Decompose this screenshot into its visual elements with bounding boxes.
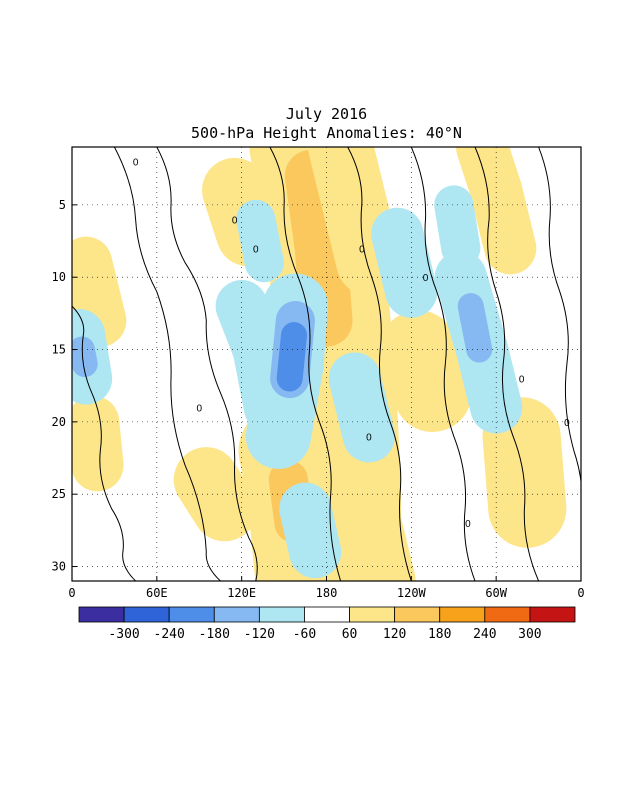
negative-anomaly-band [434,185,481,268]
contour-label: 0 [564,418,570,429]
colorbar-label: 120 [383,627,406,642]
x-tick-label: 120W [397,586,427,600]
zero-contours: 0 0 0 0 0 0 0 0 0 0 [72,147,581,581]
positive-anomaly-band [379,310,472,432]
colorbar-swatch [168,606,215,623]
positive-anomaly-band [72,395,124,492]
zero-contour-line [156,147,258,581]
x-tick-label: 0 [577,586,584,600]
zero-contour-line [538,147,581,524]
contour-label: 0 [519,374,525,385]
y-tick-label: 30 [52,560,66,574]
contour-label: 0 [465,519,471,530]
x-tick-label: 120E [227,586,256,600]
colorbar-swatch [304,606,350,623]
negative-anomaly-band [457,293,493,363]
positive-anomaly-band [329,461,416,581]
positive-anomaly-band [308,147,402,296]
x-tick-label: 60E [146,586,168,600]
axis-ticks: 0 60E 120E 180 120W 60W 0 5 10 15 20 25 30 [52,198,585,600]
zero-contour-line [269,147,342,581]
colorbar-swatch [78,606,125,623]
positive-anomaly-band [72,236,127,347]
colorbar-label: -300 [108,627,139,642]
colorbar-label: 180 [428,627,451,642]
colorbar-swatch [349,606,396,623]
colorbar-label: -240 [154,627,185,642]
colorbar-swatch [123,606,170,623]
negative-anomaly-band [328,352,395,463]
zero-contour-line [474,147,540,581]
y-tick-label: 15 [52,343,66,357]
contour-label: 0 [232,215,238,226]
contour-label: 0 [253,244,259,255]
zero-contour-line [72,305,136,581]
zero-contour-line [347,147,412,581]
x-tick-label: 60W [485,586,507,600]
negative-anomaly-band [276,322,307,392]
contour-label: 0 [359,244,365,255]
contour-label: 0 [196,403,202,414]
negative-anomaly-band [236,199,284,283]
contour-label: 0 [366,432,372,443]
y-tick-label: 20 [52,415,66,429]
colorbar-label: 240 [473,627,496,642]
negative-anomaly-band [279,482,342,579]
colorbar-label: -120 [244,627,275,642]
positive-anomaly-band [173,447,258,542]
y-tick-label: 10 [52,270,66,284]
colorbar-swatch [439,606,486,623]
colorbar-label: 60 [342,627,358,642]
colorbar-swatch [213,606,260,623]
contour-label: 0 [423,273,429,284]
zero-contour-line [113,147,221,581]
chart-subtitle: 500-hPa Height Anomalies: 40°N [191,124,462,142]
colorbar-swatch [258,606,305,623]
anomaly-shading [72,147,567,581]
y-tick-label: 5 [59,198,66,212]
positive-anomaly-band [482,397,567,548]
contour-label: 0 [133,157,139,168]
colorbar-swatch [394,606,441,623]
colorbar-label: 300 [518,627,541,642]
colorbar-label: -60 [293,627,316,642]
zero-contour-line [410,147,476,581]
colorbar: -300 -240 -180 -120 -60 60 120 180 240 300 [78,606,576,642]
colorbar-label: -180 [199,627,230,642]
colorbar-swatch [529,606,576,623]
x-tick-label: 180 [316,586,338,600]
colorbar-swatch [484,606,531,623]
y-tick-label: 25 [52,487,66,501]
chart-title: July 2016 [285,105,368,123]
x-tick-label: 0 [68,586,75,600]
negative-anomaly-band [371,207,438,318]
positive-anomaly-band [455,147,537,275]
